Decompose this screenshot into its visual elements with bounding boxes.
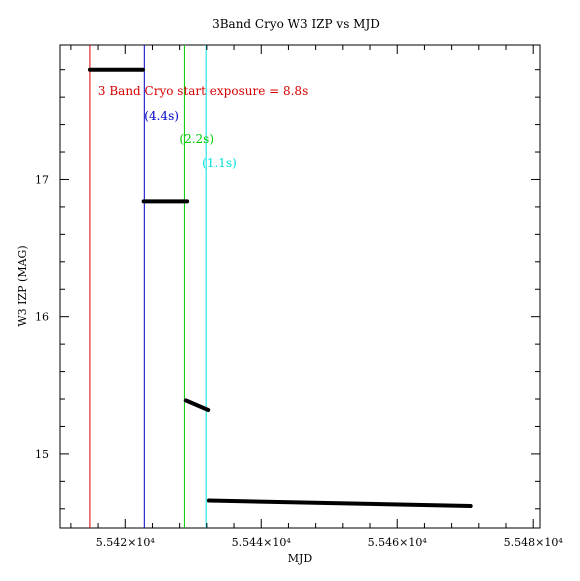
x-axis-label: MJD <box>288 552 313 565</box>
axis-ticks <box>60 45 540 528</box>
x-tick-label-2: 5.546×10⁴ <box>368 536 428 549</box>
data-segment-2 <box>183 398 211 412</box>
annotation-labels: 3 Band Cryo start exposure = 8.8s(4.4s)(… <box>98 84 308 170</box>
plot-frame <box>59 44 541 529</box>
y-tick-label-0: 15 <box>35 448 49 461</box>
x-tick-label-1: 5.544×10⁴ <box>232 536 292 549</box>
chart-title: 3Band Cryo W3 IZP vs MJD <box>212 17 380 31</box>
data-segment-3 <box>206 498 473 509</box>
y-axis-label: W3 IZP (MAG) <box>16 245 29 326</box>
data-series <box>87 67 473 509</box>
annotation-label-3: (1.1s) <box>202 156 237 170</box>
y-tick-label-2: 17 <box>35 173 49 186</box>
annotation-label-2: (2.2s) <box>179 132 214 146</box>
x-tick-label-0: 5.542×10⁴ <box>96 536 156 549</box>
annotation-label-0: 3 Band Cryo start exposure = 8.8s <box>98 84 308 98</box>
tick-labels: 5.542×10⁴ 5.544×10⁴ 5.546×10⁴ 5.548×10⁴ 15 16… <box>35 173 563 549</box>
annotation-lines <box>89 45 207 528</box>
annotation-label-1: (4.4s) <box>144 109 179 123</box>
x-tick-label-3: 5.548×10⁴ <box>504 536 564 549</box>
y-tick-label-1: 16 <box>35 311 49 324</box>
